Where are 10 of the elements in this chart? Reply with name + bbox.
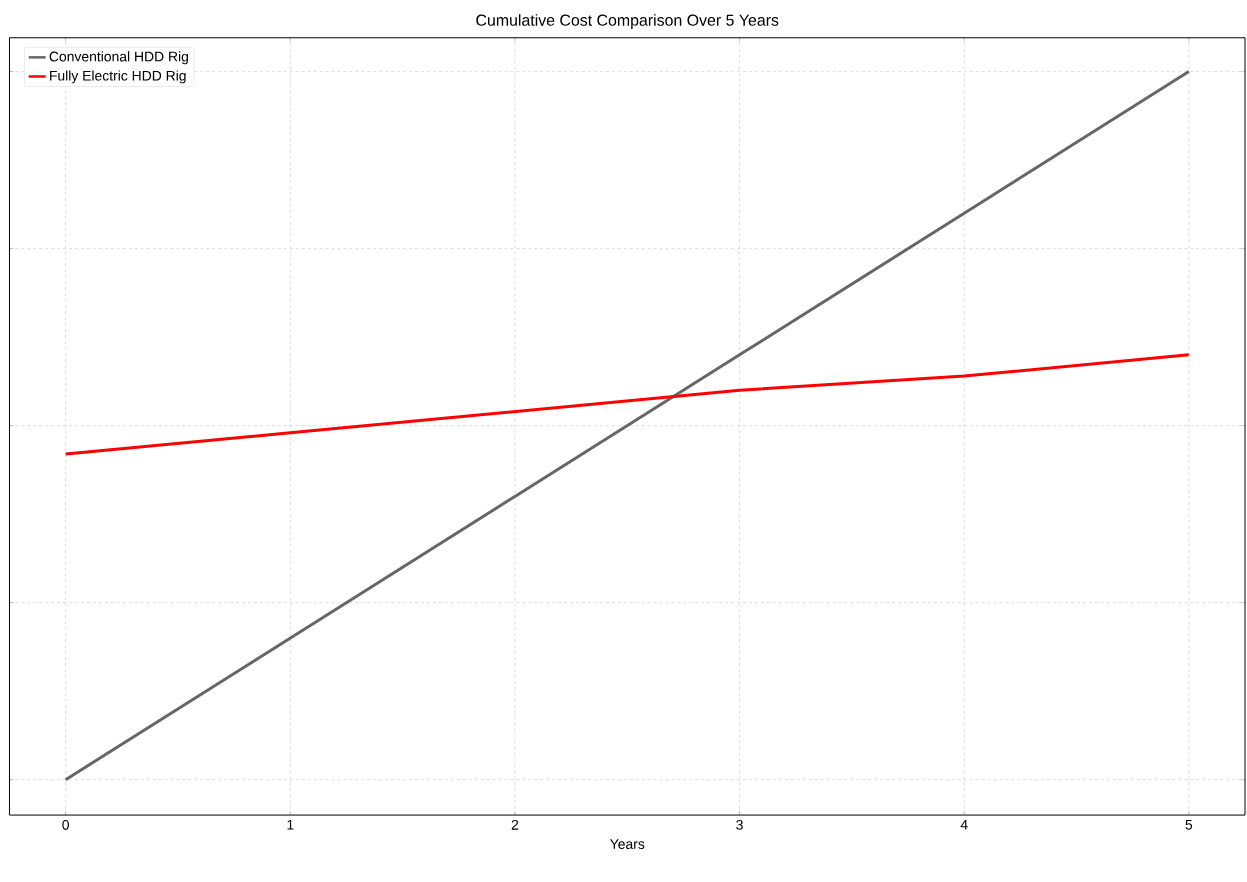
x-tick-label: 1 (287, 820, 294, 830)
legend-label: Conventional HDD Rig (49, 51, 188, 65)
x-tick-label: 2 (511, 820, 519, 830)
x-tick-label: 5 (1185, 820, 1193, 830)
x-tick-label: 3 (736, 820, 743, 830)
x-tick-label: 4 (960, 820, 968, 830)
legend-label: Fully Electric HDD Rig (50, 70, 186, 84)
x-tick-label: 0 (62, 820, 69, 830)
chart-title: Cumulative Cost Comparison Over 5 Years (476, 14, 779, 30)
x-axis-title: Years (610, 839, 645, 850)
